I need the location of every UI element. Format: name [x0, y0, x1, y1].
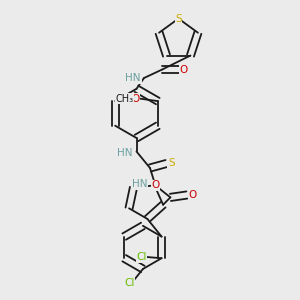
Text: HN: HN — [125, 73, 141, 83]
Text: O: O — [152, 180, 160, 190]
Text: CH₃: CH₃ — [116, 94, 134, 104]
Text: Cl: Cl — [136, 252, 147, 262]
Text: O: O — [180, 64, 188, 75]
Text: O: O — [131, 94, 139, 104]
Text: S: S — [175, 14, 182, 24]
Text: O: O — [188, 190, 196, 200]
Text: HN: HN — [132, 179, 148, 189]
Text: S: S — [168, 158, 175, 169]
Text: Cl: Cl — [124, 278, 135, 288]
Text: HN: HN — [117, 148, 133, 158]
